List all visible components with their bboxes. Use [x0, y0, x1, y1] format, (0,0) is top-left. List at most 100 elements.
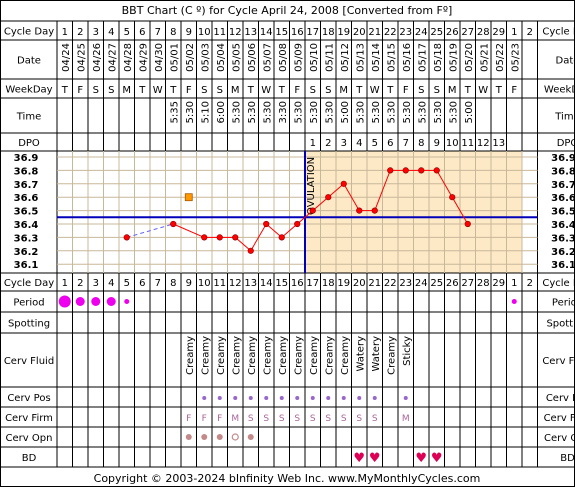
date-cell: 05/23: [510, 43, 521, 72]
weekday-cell: T: [386, 85, 394, 96]
cycle-day-cell: 20: [353, 27, 366, 38]
weekday-cell: T: [247, 85, 255, 96]
cerv-firm-cell: S: [248, 414, 254, 424]
date-cell: 05/10: [309, 43, 320, 72]
row-label-opn: Cerv Opn: [6, 433, 53, 444]
footer-copyright: Copyright © 2003-2024 bInfinity Web Inc.…: [94, 472, 481, 485]
cycle-day-cell: 16: [291, 27, 304, 38]
time-cell: 5:30: [185, 101, 196, 123]
date-cell: 05/19: [448, 43, 459, 72]
weekday-cell: M: [122, 85, 131, 96]
cerv-fluid-cell: Creamy: [216, 336, 227, 375]
date-cell: 05/05: [231, 43, 242, 72]
row-label-right-period: Period: [552, 298, 575, 309]
cerv-firm-cell: S: [263, 414, 269, 424]
cycle-day-cell: 19: [337, 27, 350, 38]
time-cell: 5:30: [293, 101, 304, 123]
cerv-pos-dot: [310, 396, 315, 400]
time-cell: 5:30: [231, 101, 242, 123]
cycle-day-cell: 24: [415, 278, 428, 289]
date-cell: 05/18: [433, 43, 444, 72]
weekday-cell: W: [261, 85, 271, 96]
time-cell: 5:30: [309, 101, 320, 123]
y-tick-label-right: 36.3: [551, 233, 575, 244]
dpo-cell: 3: [341, 138, 347, 149]
weekday-cell: T: [169, 85, 177, 96]
cycle-day-cell: 4: [108, 278, 114, 289]
dpo-cell: 10: [446, 138, 459, 149]
cerv-pos-dot: [233, 396, 238, 400]
cycle-day-cell: 17: [306, 278, 319, 289]
temp-point: [418, 167, 425, 174]
weekday-cell: S: [310, 85, 316, 96]
date-cell: 05/07: [262, 43, 273, 72]
date-cell: 05/17: [417, 43, 428, 72]
cycle-day-cell: 29: [492, 278, 505, 289]
date-cell: 05/08: [278, 43, 289, 72]
cycle-day-cell: 24: [415, 27, 428, 38]
time-cell: 5:30: [402, 101, 413, 123]
cycle-day-cell: 18: [322, 27, 335, 38]
chart-title: BBT Chart (C º) for Cycle April 24, 2008…: [122, 4, 453, 17]
time-cell: 5:00: [464, 101, 475, 123]
cerv-opn-dot: [247, 434, 254, 440]
cerv-fluid-cell: Creamy: [278, 336, 289, 375]
cycle-day-cell: 10: [198, 278, 211, 289]
cycle-day-cell: 9: [186, 27, 192, 38]
temp-line-segment: [296, 210, 314, 225]
date-cell: 04/30: [154, 43, 165, 72]
cerv-firm-cell: S: [356, 414, 362, 424]
cerv-opn-dot: [216, 434, 223, 440]
y-tick-label-right: 36.9: [551, 153, 575, 164]
weekday-cell: F: [294, 85, 300, 96]
cycle-day-cell: 23: [399, 278, 412, 289]
cycle-day-cell: 1: [62, 27, 68, 38]
cerv-fluid-cell: Watery: [355, 336, 366, 372]
cerv-fluid-cell: Creamy: [324, 336, 335, 375]
date-cell: 05/04: [216, 43, 227, 72]
bd-heart-icon: ♥: [431, 451, 443, 466]
temp-point: [325, 194, 332, 201]
temp-point: [356, 207, 363, 214]
cycle-day-cell: 22: [384, 278, 397, 289]
dpo-cell: 13: [492, 138, 505, 149]
weekday-cell: F: [186, 85, 192, 96]
cycle-day-cell: 15: [275, 27, 288, 38]
cerv-firm-cell: F: [186, 414, 191, 424]
cycle-day-cell: 29: [492, 27, 505, 38]
date-cell: 04/27: [107, 43, 118, 72]
cycle-day-cell: 22: [384, 27, 397, 38]
weekday-cell: T: [138, 85, 146, 96]
time-cell: 6:00: [216, 101, 227, 123]
cerv-fluid-cell: Creamy: [340, 336, 351, 375]
cycle-day-cell: 3: [93, 27, 99, 38]
time-cell: 5:30: [247, 101, 258, 123]
temp-point: [294, 220, 301, 228]
cycle-day-cell: 2: [77, 27, 83, 38]
time-cell: 5:30: [355, 101, 366, 123]
row-label-pos: Cerv Pos: [7, 393, 50, 404]
cerv-pos-dot: [295, 396, 300, 400]
cerv-fluid-cell: Creamy: [262, 336, 273, 375]
dpo-cell: 8: [418, 138, 424, 149]
cycle-day-cell: 6: [139, 27, 145, 38]
cerv-pos-dot: [279, 396, 284, 400]
cerv-firm-cell: M: [231, 414, 239, 424]
cycle-day-cell: 14: [260, 27, 273, 38]
weekday-cell: T: [61, 85, 69, 96]
cerv-fluid-cell: Creamy: [247, 336, 258, 375]
temp-line-segment: [451, 196, 469, 225]
temp-line-segment: [234, 237, 252, 252]
y-tick-label-left: 36.5: [14, 207, 39, 218]
dpo-cell: 9: [434, 138, 440, 149]
weekday-cell: W: [153, 85, 163, 96]
date-cell: 04/26: [92, 43, 103, 72]
cerv-pos-dot: [341, 396, 346, 400]
y-tick-label-left: 36.2: [14, 247, 39, 258]
temp-point: [278, 234, 285, 241]
time-cell: 5:10: [200, 101, 211, 123]
cycle-day-cell: 1: [511, 278, 517, 289]
temp-point: [371, 207, 378, 214]
temp-point: [449, 194, 456, 201]
weekday-cell: S: [325, 85, 331, 96]
